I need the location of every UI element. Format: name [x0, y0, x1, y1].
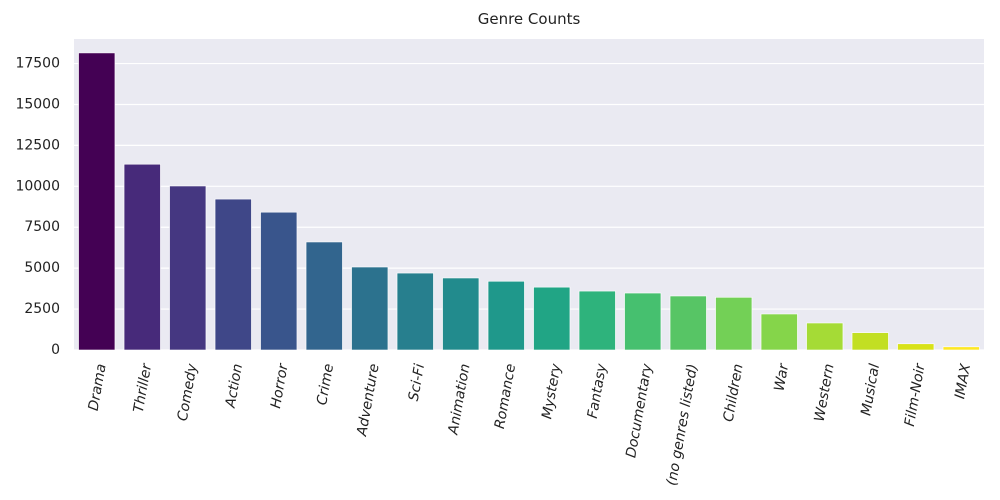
bar-animation — [442, 277, 480, 351]
plot-background — [74, 39, 984, 350]
bar-sci-fi — [396, 272, 434, 351]
x-tick-label: Horror — [268, 361, 292, 409]
x-tick-label: Children — [721, 363, 747, 423]
bar-fantasy — [578, 290, 616, 351]
x-tick-label: Documentary — [623, 362, 655, 459]
x-tick-label: Film-Noir — [902, 361, 929, 427]
bar-imax — [942, 346, 980, 351]
x-axis-ticks: Drama Thriller Comedy Action Horror Crime Adve… — [86, 361, 975, 487]
bar-romance — [487, 280, 525, 351]
x-tick-label: Action — [223, 363, 247, 410]
bar-no-genres-listed — [669, 295, 707, 351]
x-tick-label: Animation — [445, 363, 473, 437]
y-tick-label: 12500 — [15, 137, 60, 153]
x-tick-label: Comedy — [175, 362, 201, 422]
bars — [78, 52, 980, 351]
bar-musical — [851, 332, 889, 351]
bar-film-noir — [897, 343, 935, 351]
bar-comedy — [169, 185, 207, 351]
y-tick-label: 17500 — [15, 56, 60, 72]
bar-war — [760, 313, 798, 351]
x-tick-label: Adventure — [354, 363, 383, 439]
bar-western — [806, 322, 844, 351]
y-tick-label: 0 — [51, 342, 60, 358]
x-tick-label: Thriller — [131, 361, 156, 413]
bar-thriller — [123, 163, 161, 351]
bar-action — [214, 198, 252, 351]
x-tick-label: Fantasy — [585, 362, 610, 420]
y-axis-ticks: 0 2500 5000 7500 10000 12500 15000 17500 — [15, 56, 60, 358]
x-tick-label: Musical — [858, 363, 883, 417]
x-tick-label: Mystery — [539, 362, 565, 420]
x-tick-label: War — [772, 361, 793, 392]
x-tick-label: (no genres listed) — [664, 363, 701, 487]
bar-drama — [78, 52, 116, 351]
y-tick-label: 5000 — [24, 260, 60, 276]
x-tick-label: IMAX — [952, 362, 974, 400]
y-tick-label: 10000 — [15, 178, 60, 194]
y-tick-label: 7500 — [24, 219, 60, 235]
y-tick-label: 15000 — [15, 96, 60, 112]
bar-children — [715, 296, 753, 351]
x-tick-label: Drama — [86, 363, 110, 412]
x-tick-label: Crime — [314, 363, 337, 407]
bar-crime — [305, 241, 343, 351]
bar-horror — [260, 211, 298, 351]
x-tick-label: Romance — [492, 363, 519, 430]
bar-documentary — [624, 292, 662, 351]
x-tick-label: Western — [812, 363, 838, 423]
x-tick-label: Sci-Fi — [406, 363, 428, 403]
y-tick-label: 2500 — [24, 301, 60, 317]
bar-mystery — [533, 286, 571, 351]
chart-title: Genre Counts — [478, 10, 581, 28]
bar-adventure — [351, 266, 389, 351]
